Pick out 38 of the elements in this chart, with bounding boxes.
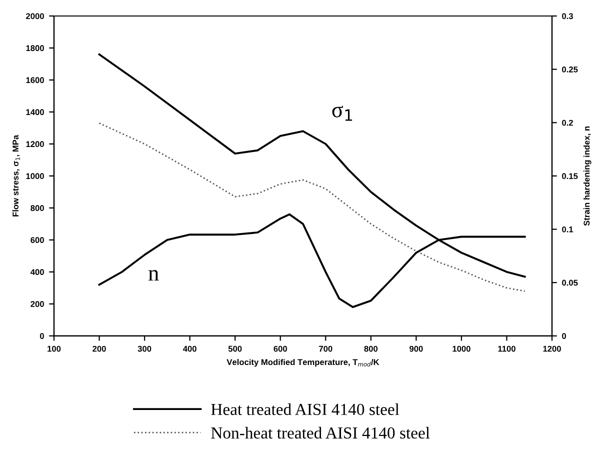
x-tick-label: 100 <box>48 346 61 352</box>
y-tick-label: 1200 <box>26 141 44 148</box>
y2-tick-label: 0.1 <box>562 226 574 232</box>
legend-label: Heat treated AISI 4140 steel <box>211 403 400 416</box>
x-tick-label: 1000 <box>452 346 470 352</box>
x-axis-title: Velocity Modified Temperature, T$_{mod}$/K <box>226 358 380 367</box>
y-tick-label: 1800 <box>26 45 44 52</box>
y2-tick-label: 0 <box>562 333 566 339</box>
y-tick-label: 200 <box>30 301 44 308</box>
x-tick-label: 300 <box>138 346 152 352</box>
x-tick-label: 700 <box>319 346 332 352</box>
y-tick-label: 1600 <box>26 77 44 84</box>
y2-tick-label: 0.25 <box>562 66 578 72</box>
annotation: n <box>148 270 159 280</box>
x-tick-label: 600 <box>274 346 287 352</box>
x-tick-label: 1200 <box>543 346 561 352</box>
x-tick-label: 500 <box>228 346 242 352</box>
x-tick-label: 1100 <box>498 346 516 352</box>
y-tick-label: 400 <box>30 269 44 276</box>
line-series <box>98 122 526 292</box>
y-tick-label: 0 <box>40 333 44 339</box>
y-tick-label: 600 <box>30 237 44 244</box>
x-tick-label: 900 <box>410 346 423 352</box>
y2-tick-label: 0.05 <box>562 280 578 286</box>
x-tick-label: 800 <box>364 346 378 352</box>
y-tick-label: 1400 <box>26 109 44 116</box>
y-tick-label: 800 <box>30 205 44 212</box>
x-tick-label: 200 <box>92 346 106 352</box>
y2-tick-label: 0.2 <box>562 120 573 126</box>
y2-tick-label: 0.3 <box>562 13 574 20</box>
legend-label: Non-heat treated AISI 4140 steel <box>211 426 430 439</box>
x-tick-label: 400 <box>182 346 196 352</box>
annotation: σ$_{1}$ <box>332 106 352 121</box>
y-tick-label: 1000 <box>26 173 44 180</box>
y-axis-title: Flow stress, σ$_{1}$, MPa <box>12 134 20 216</box>
y2-tick-label: 0.15 <box>562 173 578 180</box>
y-tick-label: 2000 <box>26 13 44 20</box>
y2-axis-title: Strain hardening index, n <box>583 126 592 226</box>
